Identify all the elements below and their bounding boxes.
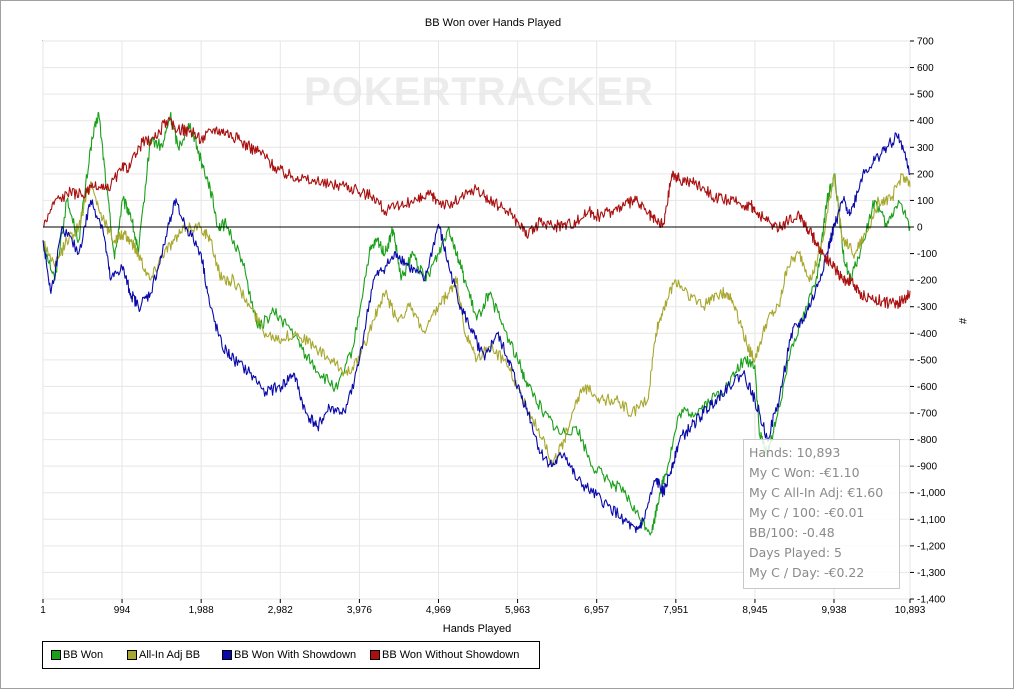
x-tick-label: 3,976: [347, 605, 372, 616]
chart-legend: BB Won All-In Adj BB BB Won With Showdow…: [42, 641, 540, 669]
y-tick-label: -200: [917, 276, 937, 287]
stat-days-played: Days Played: 5: [749, 545, 842, 560]
y-tick-label: -1,300: [917, 568, 946, 579]
x-tick-label: 4,969: [426, 605, 451, 616]
series-layer: [42, 111, 911, 536]
x-tick-label: 1,988: [189, 605, 214, 616]
stat-per-100: My C / 100: -€0.01: [749, 505, 865, 520]
x-tick-label: 2,982: [268, 605, 293, 616]
y-tick-label: -1,200: [917, 541, 946, 552]
x-tick-label: 8,945: [742, 605, 767, 616]
x-tick-label: 6,957: [584, 605, 609, 616]
series-line-bb-won-with-showdown: [42, 132, 911, 534]
x-axis-label: Hands Played: [443, 623, 512, 635]
y-tick-label: 200: [917, 169, 934, 180]
legend-label: All-In Adj BB: [139, 649, 201, 661]
series-line-bb-won: [42, 111, 911, 536]
legend-label: BB Won: [63, 649, 104, 661]
y-tick-label: -800: [917, 435, 937, 446]
series-line-bb-won-without-showdown: [42, 116, 911, 310]
legend-label: BB Won With Showdown: [234, 649, 357, 661]
y-tick-label: 100: [917, 196, 934, 207]
y-tick-label: -1,100: [917, 515, 946, 526]
stat-bb-100: BB/100: -0.48: [749, 525, 835, 540]
legend-swatch-bb-won-with-showdown: [222, 650, 232, 660]
x-tick-label: 7,951: [663, 605, 688, 616]
y-tick-label: -700: [917, 409, 937, 420]
stat-all-in-adj: My C All-In Adj: €1.60: [749, 485, 884, 500]
y-tick-label: -500: [917, 355, 937, 366]
y-tick-label: 400: [917, 116, 934, 127]
x-tick-label: 1: [40, 605, 46, 616]
stats-summary-box: Hands: 10,893 My C Won: -€1.10 My C All-…: [743, 439, 900, 589]
y-tick-label: 300: [917, 143, 934, 154]
axes-ticks: 1 994 1,988 2,982 3,976 4,969 5,963 6,957 7,951 8…: [40, 37, 946, 617]
watermark-logo: POKERTRACKER: [304, 70, 654, 114]
y-tick-label: 0: [917, 223, 923, 234]
y-tick-label: -1,000: [917, 488, 946, 499]
legend-swatch-bb-won-without-showdown: [370, 650, 380, 660]
stat-my-c-won: My C Won: -€1.10: [749, 465, 860, 480]
y-tick-label: -900: [917, 462, 937, 473]
chart-title: BB Won over Hands Played: [425, 17, 561, 29]
legend-swatch-bb-won: [51, 650, 61, 660]
x-tick-label: 5,963: [505, 605, 530, 616]
y-tick-label: -100: [917, 249, 937, 260]
x-tick-label: 994: [114, 605, 131, 616]
y-axis-label: #: [956, 318, 968, 325]
legend-swatch-all-in-adj-bb: [127, 650, 137, 660]
y-tick-label: 600: [917, 63, 934, 74]
y-tick-label: 500: [917, 90, 934, 101]
series-line-all-in-adj-bb: [42, 172, 911, 467]
stat-hands: Hands: 10,893: [749, 445, 841, 460]
y-tick-label: 700: [917, 37, 934, 48]
stat-per-day: My C / Day: -€0.22: [749, 565, 865, 580]
legend-label: BB Won Without Showdown: [382, 649, 520, 661]
y-tick-label: -300: [917, 302, 937, 313]
x-tick-label: 10,893: [895, 605, 926, 616]
x-tick-label: 9,938: [821, 605, 846, 616]
y-tick-label: -1,400: [917, 595, 946, 606]
y-tick-label: -600: [917, 382, 937, 393]
y-tick-label: -400: [917, 329, 937, 340]
